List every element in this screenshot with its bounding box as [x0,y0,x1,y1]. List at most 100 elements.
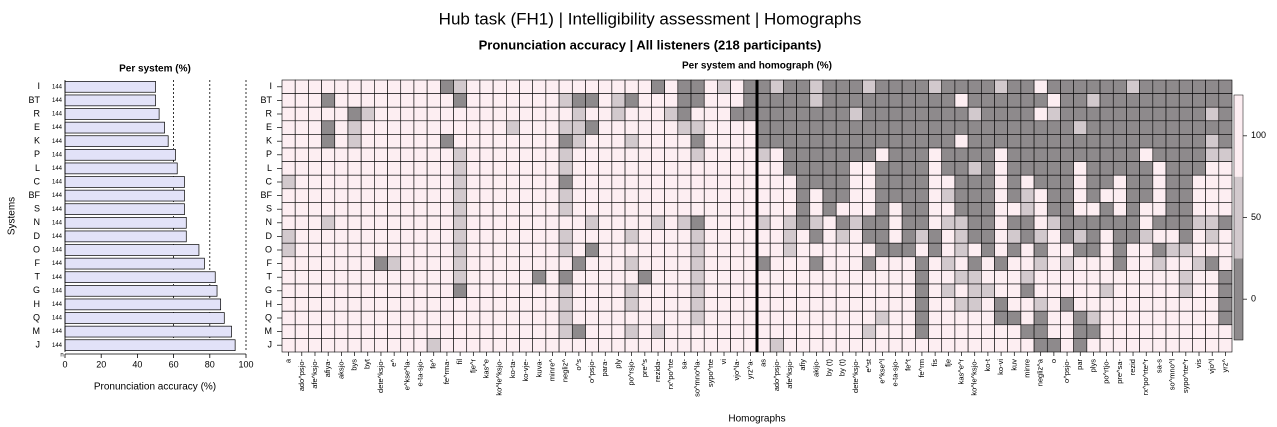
col-label: kuva- [534,359,543,378]
heat-cell [479,283,494,298]
heat-cell [1099,229,1114,244]
heat-cell [400,174,415,190]
heat-cell [730,338,745,353]
heat-cell [1112,202,1127,217]
heat-cell [835,324,850,339]
heat-cell [387,242,402,258]
heat-cell [954,161,969,176]
heat-cell [743,310,758,326]
heat-cell [862,229,877,244]
heat-cell [1073,120,1088,135]
heat-cell [1205,202,1220,217]
heat-cell [954,242,969,258]
heat-cell [1086,202,1101,217]
heat-cell [1086,106,1101,122]
heat-cell [1165,242,1180,258]
heat-cell [862,283,877,298]
heat-cell [928,338,943,353]
heat-cell [1086,229,1101,244]
heat-cell [1086,215,1101,230]
heat-cell [453,147,468,162]
heat-cell [479,215,494,230]
heat-cell [387,256,402,271]
heat-cell [743,338,758,353]
heat-cell [611,215,626,230]
heat-cell [928,297,943,312]
category-label: F [35,258,41,268]
heat-cell [585,283,599,298]
heat-cell [835,147,850,162]
heat-cell [677,120,692,135]
heat-cell [1218,270,1233,285]
heat-cell [479,106,494,122]
heat-cell [1192,229,1206,244]
heat-cell [994,283,1008,298]
heat-cell [1165,120,1180,135]
heat-cell [796,120,811,135]
heat-cell [743,242,758,258]
heat-cell [400,256,415,271]
heat-cell [308,270,322,285]
heat-cell [967,93,982,108]
heat-cell [1086,79,1101,94]
heat-cell [941,106,956,122]
heat-cell [387,93,402,108]
heat-cell [532,324,547,339]
heat-cell [347,310,362,326]
heat-cell [1126,202,1140,217]
heat-cell [440,215,454,230]
heat-cell [281,188,296,203]
heat-cell [1152,147,1167,162]
heat-cell [769,324,784,339]
heat-cell [492,242,507,258]
heat-cell [466,161,481,176]
heat-cell [321,338,336,353]
heat-cell [1046,229,1061,244]
heat-cell [981,147,995,162]
heat-cell [1073,256,1088,271]
heat-cell [637,256,652,271]
heat-cell [453,256,468,271]
row-label: G [265,285,272,295]
heat-cell [783,229,797,244]
heat-cell [981,79,995,94]
heat-cell [308,256,322,271]
heat-cell [1165,134,1180,149]
heat-cell [928,242,943,258]
heat-cell [941,147,956,162]
heat-cell [703,229,718,244]
bar [64,203,185,215]
heat-cell [1178,202,1193,217]
heat-cell [1139,93,1154,108]
heat-cell [506,310,520,326]
heat-cell [1112,93,1127,108]
heat-cell [492,106,507,122]
category-label: J [36,340,41,350]
heat-cell [822,93,837,108]
heat-cell [756,324,771,339]
heat-cell [664,147,679,162]
heat-cell [967,161,982,176]
heat-cell [374,188,388,203]
heat-cell [941,229,956,244]
heat-cell [756,297,771,312]
heat-cell [822,338,837,353]
heat-cell [915,161,929,176]
heat-cell [835,202,850,217]
heat-cell [1086,310,1101,326]
heat-cell [1126,93,1140,108]
heat-cell [440,106,454,122]
heat-cell [321,120,336,135]
heat-cell [1152,79,1167,94]
heat-cell [862,93,877,108]
heat-cell [400,297,415,312]
heat-cell [875,297,890,312]
heat-cell [941,174,956,190]
heat-cell [637,242,652,258]
heat-cell [360,242,375,258]
heat-cell [1020,215,1035,230]
heat-cell [796,147,811,162]
heat-cell [928,147,943,162]
heat-cell [1060,174,1074,190]
heat-cell [756,188,771,203]
